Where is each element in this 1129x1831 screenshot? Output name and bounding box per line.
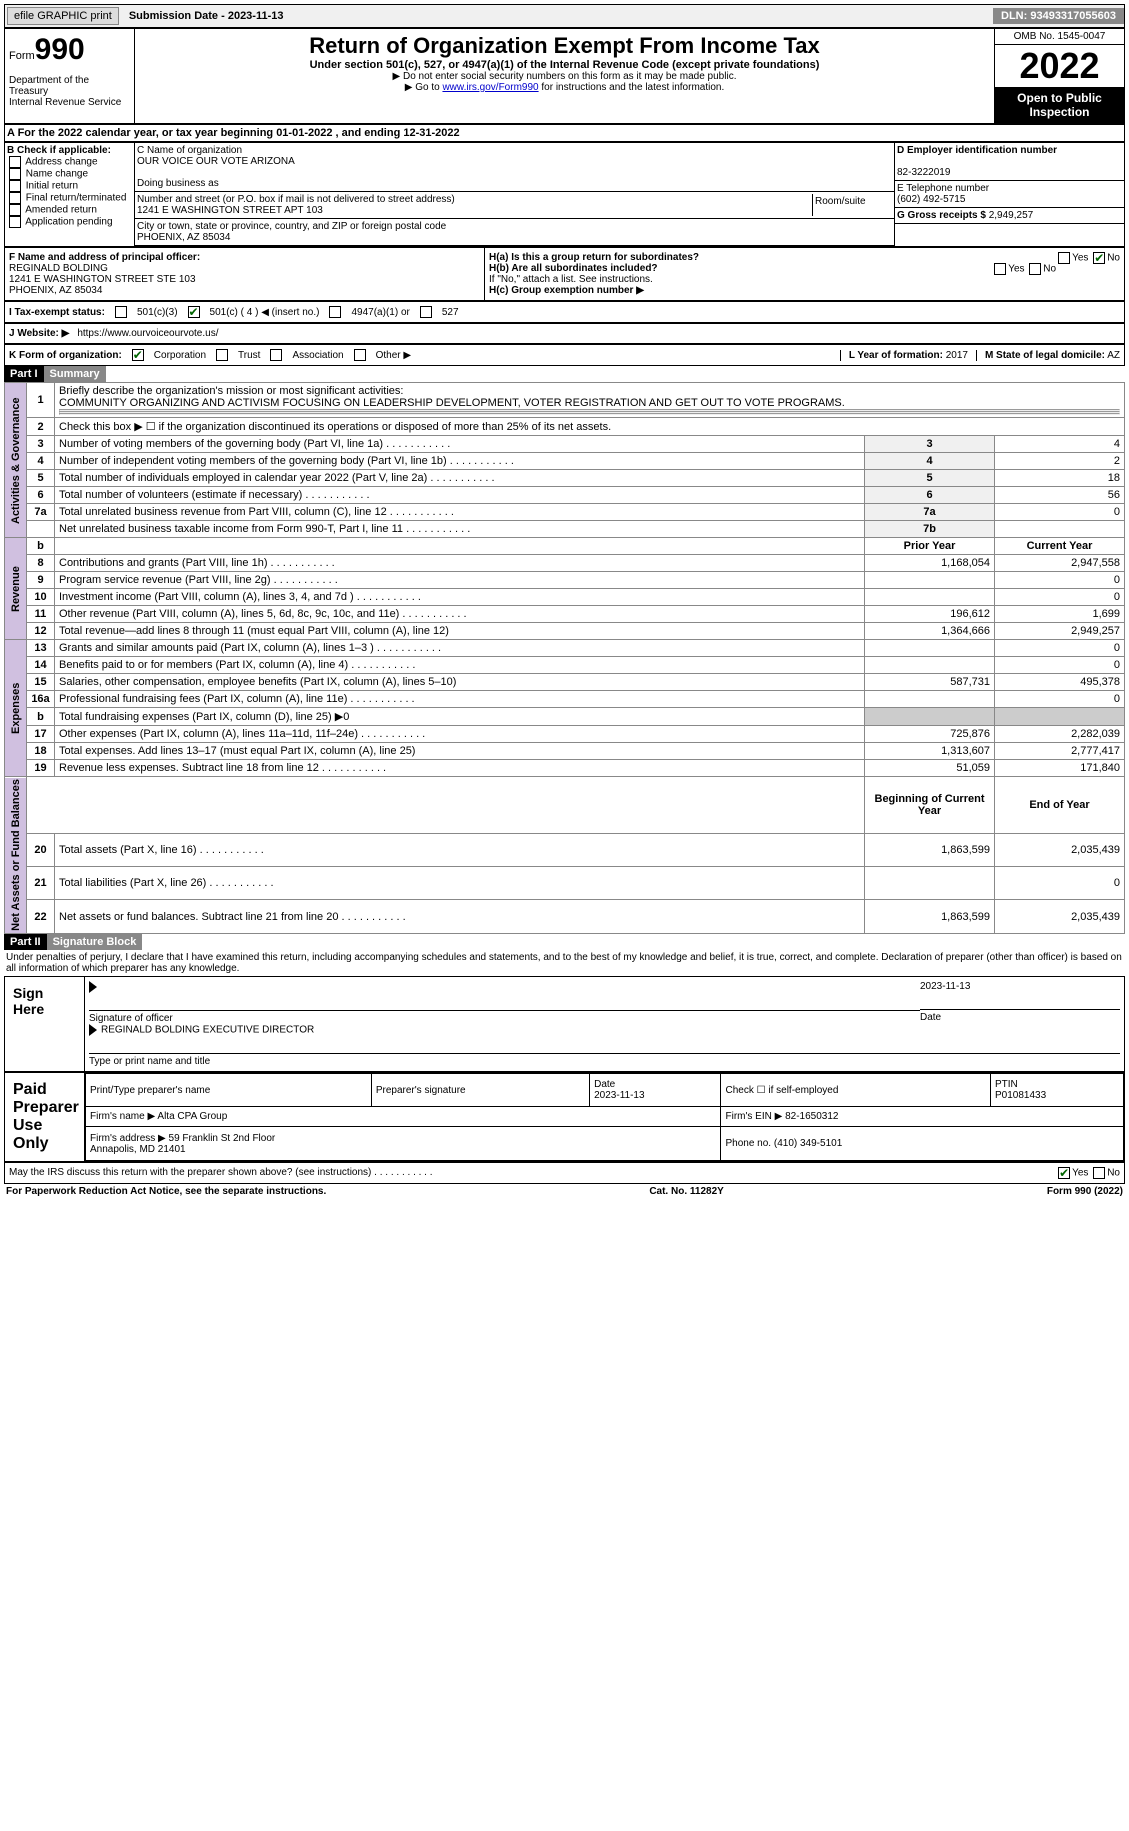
form-header: Form990 Department of the Treasury Inter… (4, 28, 1125, 124)
part2-header: Part IISignature Block (4, 934, 1125, 950)
chk-corp[interactable] (132, 349, 144, 361)
sign-here-block: Sign Here Signature of officer2023-11-13… (4, 976, 1125, 1072)
form-title: Return of Organization Exempt From Incom… (139, 33, 990, 59)
part1-header: Part ISummary (4, 366, 1125, 382)
omb-number: OMB No. 1545-0047 (995, 29, 1124, 45)
chk-name[interactable] (9, 168, 21, 180)
mission: COMMUNITY ORGANIZING AND ACTIVISM FOCUSI… (59, 397, 845, 409)
ha-yes[interactable] (1058, 252, 1070, 264)
vtab-netassets: Net Assets or Fund Balances (5, 777, 27, 934)
klm-row: K Form of organization: Corporation Trus… (4, 344, 1125, 366)
page-footer: For Paperwork Reduction Act Notice, see … (4, 1184, 1125, 1199)
hb-yes[interactable] (994, 263, 1006, 275)
form-number: 990 (35, 33, 85, 66)
tax-status-row: I Tax-exempt status: 501(c)(3) 501(c) ( … (4, 301, 1125, 323)
chk-initial[interactable] (9, 180, 21, 192)
chk-other[interactable] (354, 349, 366, 361)
chk-assoc[interactable] (270, 349, 282, 361)
phone: (602) 492-5715 (897, 194, 965, 205)
discuss-yes[interactable] (1058, 1167, 1070, 1179)
paid-preparer-block: Paid Preparer Use Only Print/Type prepar… (4, 1072, 1125, 1162)
open-inspection: Open to Public Inspection (995, 87, 1124, 123)
chk-501c[interactable] (188, 306, 200, 318)
efile-print-btn[interactable]: efile GRAPHIC print (7, 7, 119, 25)
arrow-icon (89, 1024, 97, 1036)
irs-link[interactable]: www.irs.gov/Form990 (442, 82, 538, 93)
hint-link: ▶ Go to www.irs.gov/Form990 for instruct… (139, 82, 990, 93)
ein: 82-3222019 (897, 167, 950, 178)
submission-date: Submission Date - 2023-11-13 (121, 8, 993, 24)
chk-trust[interactable] (216, 349, 228, 361)
chk-527[interactable] (420, 306, 432, 318)
section-bcd: B Check if applicable: Address change Na… (4, 142, 1125, 247)
org-city: PHOENIX, AZ 85034 (137, 232, 230, 243)
discuss-row: May the IRS discuss this return with the… (4, 1162, 1125, 1184)
discuss-no[interactable] (1093, 1167, 1105, 1179)
topbar: efile GRAPHIC print Submission Date - 20… (4, 4, 1125, 28)
tax-year: 2022 (995, 45, 1124, 87)
form-label: Form (9, 50, 35, 62)
vtab-activities: Activities & Governance (5, 383, 27, 538)
arrow-icon (89, 981, 97, 993)
declaration: Under penalties of perjury, I declare th… (4, 950, 1125, 976)
check-b-title: B Check if applicable: (7, 145, 111, 156)
officer-name: REGINALD BOLDING (9, 263, 108, 274)
chk-final[interactable] (9, 192, 21, 204)
row-a-period: A For the 2022 calendar year, or tax yea… (4, 124, 1125, 142)
chk-amended[interactable] (9, 204, 21, 216)
officer-addr: 1241 E WASHINGTON STREET STE 103 PHOENIX… (9, 274, 196, 296)
section-fh: F Name and address of principal officer:… (4, 247, 1125, 301)
vtab-expenses: Expenses (5, 640, 27, 777)
form-subtitle: Under section 501(c), 527, or 4947(a)(1)… (139, 59, 990, 71)
hint-ssn: ▶ Do not enter social security numbers o… (139, 71, 990, 82)
org-street: 1241 E WASHINGTON STREET APT 103 (137, 205, 323, 216)
chk-501c3[interactable] (115, 306, 127, 318)
org-name: OUR VOICE OUR VOTE ARIZONA (137, 156, 295, 167)
signer-name: REGINALD BOLDING EXECUTIVE DIRECTOR (101, 1024, 314, 1035)
hb-no[interactable] (1029, 263, 1041, 275)
chk-pending[interactable] (9, 216, 21, 228)
gross-receipts: 2,949,257 (989, 210, 1034, 221)
website-row: J Website: ▶ https://www.ourvoiceourvote… (4, 323, 1125, 344)
dept: Department of the Treasury Internal Reve… (9, 75, 130, 108)
vtab-revenue: Revenue (5, 538, 27, 640)
ha-no[interactable] (1093, 252, 1105, 264)
chk-4947[interactable] (329, 306, 341, 318)
website-url: https://www.ourvoiceourvote.us/ (77, 328, 218, 339)
dln: DLN: 93493317055603 (993, 8, 1124, 24)
summary-table: Activities & Governance 1 Briefly descri… (4, 382, 1125, 934)
chk-address[interactable] (9, 156, 21, 168)
firm-name: Alta CPA Group (157, 1111, 227, 1122)
